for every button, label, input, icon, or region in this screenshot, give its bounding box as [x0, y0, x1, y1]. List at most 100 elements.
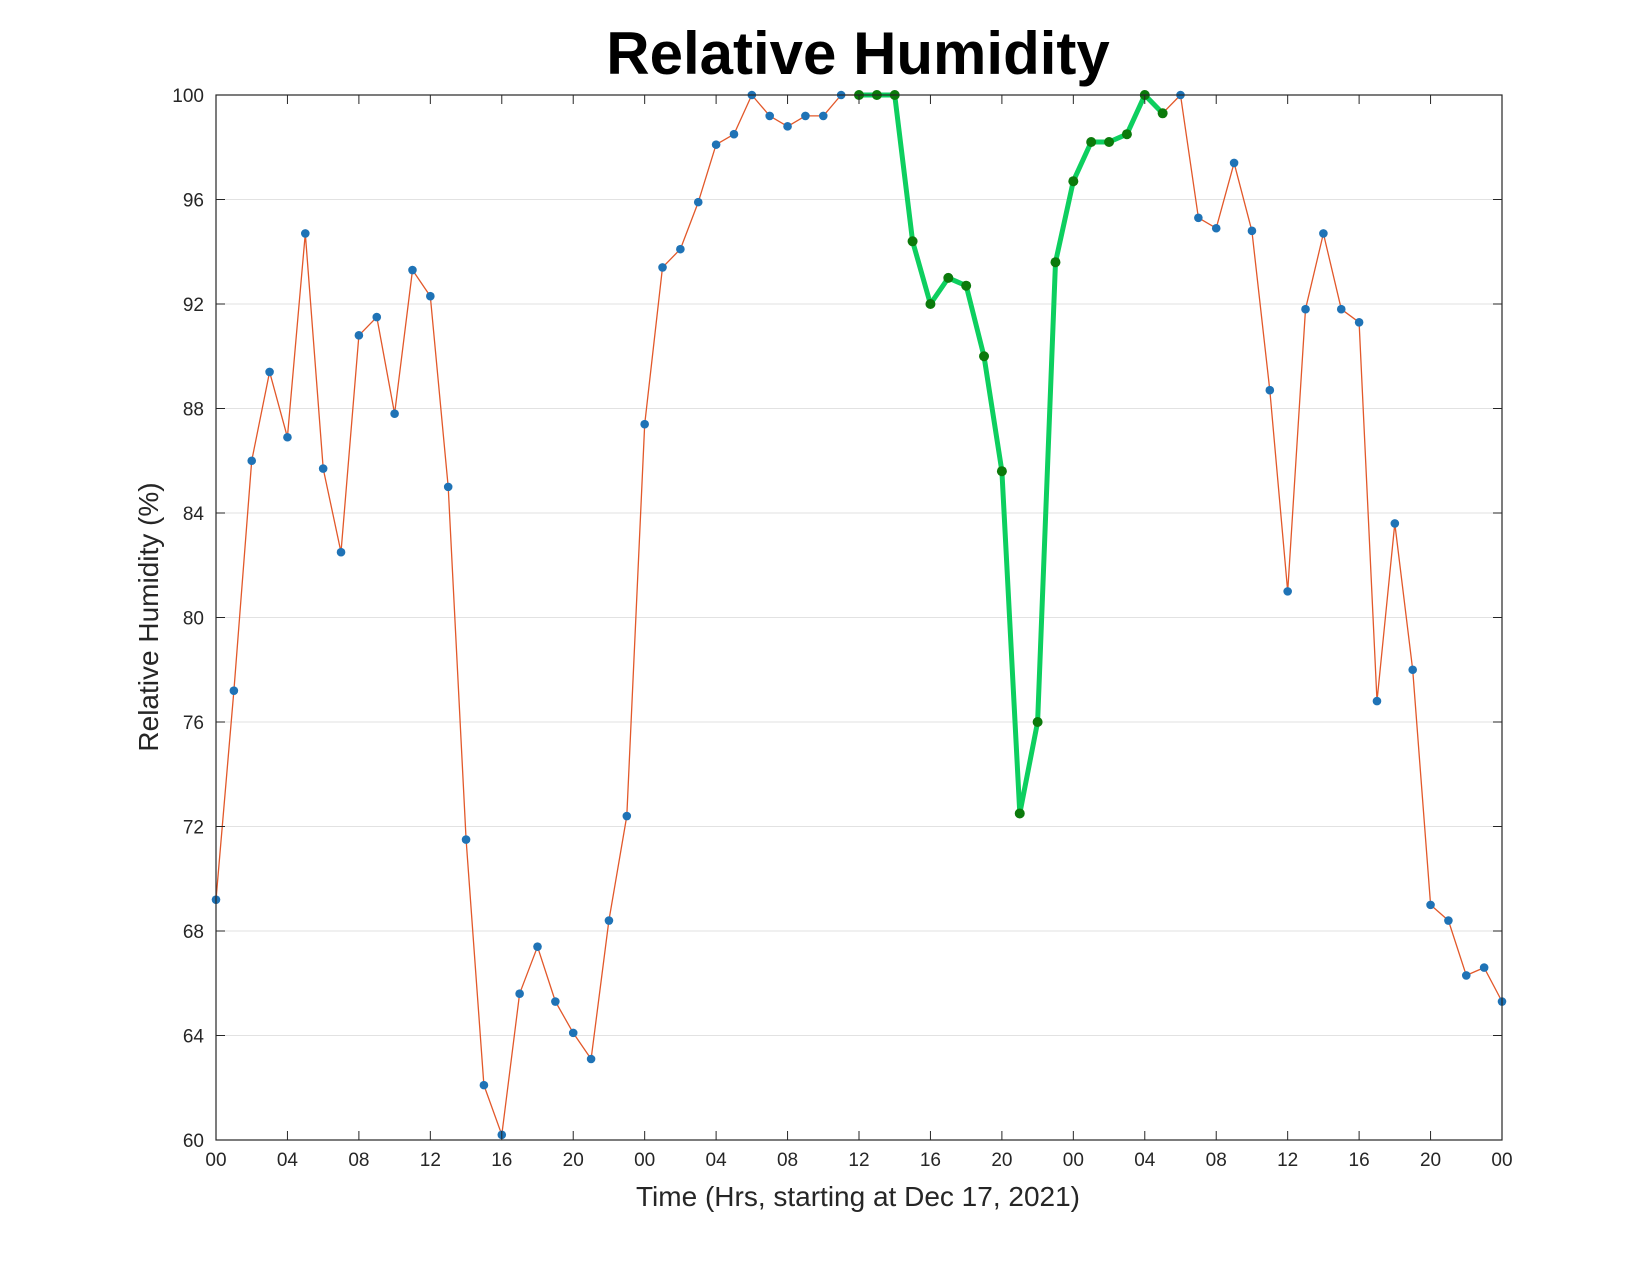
highlight-data-point	[1014, 808, 1025, 819]
data-point	[818, 111, 828, 121]
x-tick-label: 12	[420, 1150, 441, 1171]
data-point	[801, 111, 810, 121]
data-point	[229, 686, 239, 695]
highlight-data-point	[1104, 137, 1115, 148]
data-point	[390, 409, 399, 419]
plot-series	[211, 90, 1507, 1140]
data-point	[1372, 696, 1382, 706]
x-tick-label: 00	[634, 1150, 655, 1171]
data-point	[711, 140, 721, 149]
data-point	[318, 464, 328, 473]
highlight-data-point	[1068, 176, 1079, 187]
highlight-data-point	[961, 280, 972, 291]
data-point	[765, 111, 774, 121]
y-tick-label: 80	[183, 609, 204, 630]
data-point	[1426, 900, 1435, 910]
data-point	[283, 432, 292, 442]
data-point	[551, 997, 560, 1006]
highlight-data-point	[907, 236, 918, 247]
x-tick-label: 04	[277, 1150, 299, 1171]
highlight-data-point	[943, 272, 954, 283]
highlight-data-point	[925, 299, 936, 309]
x-tick-label: 08	[1206, 1150, 1227, 1171]
data-point	[1265, 385, 1275, 395]
grid-lines	[216, 94, 1502, 1141]
highlight-data-point	[1121, 129, 1132, 140]
data-point	[515, 989, 524, 998]
data-point	[265, 367, 274, 377]
data-point	[676, 244, 685, 254]
data-point	[1229, 158, 1239, 168]
data-point	[693, 197, 703, 207]
x-tick-label: 12	[1277, 1150, 1298, 1171]
y-tick-label: 76	[183, 713, 204, 734]
x-tick-label: 00	[205, 1150, 226, 1171]
y-tick-label: 92	[183, 295, 204, 316]
data-point	[1479, 963, 1489, 972]
y-tick-label: 96	[183, 191, 204, 212]
highlight-data-point	[1157, 108, 1168, 119]
data-point	[1247, 226, 1257, 236]
highlight-data-point	[996, 466, 1007, 477]
data-point	[301, 229, 310, 238]
data-point	[1194, 213, 1203, 223]
data-point	[586, 1054, 596, 1064]
data-point	[1211, 223, 1221, 233]
data-point	[408, 265, 417, 275]
x-axis-label: Time (Hrs, starting at Dec 17, 2021)	[636, 1181, 1080, 1212]
data-point	[1461, 971, 1471, 980]
data-point	[622, 811, 632, 821]
data-point	[1354, 317, 1364, 327]
data-point	[1319, 229, 1328, 238]
y-tick-label: 68	[183, 922, 204, 943]
x-tick-label: 16	[1349, 1150, 1370, 1171]
x-tick-label: 08	[777, 1150, 798, 1171]
x-tick-label: 16	[920, 1150, 941, 1171]
data-point	[1301, 304, 1310, 314]
series-line	[215, 94, 1503, 1136]
data-point	[372, 312, 382, 322]
x-tick-label: 00	[1063, 1150, 1084, 1171]
x-tick-label: 04	[706, 1150, 728, 1171]
x-tick-label: 20	[991, 1150, 1012, 1171]
highlight-data-point	[1032, 717, 1043, 727]
x-tick-label: 08	[348, 1150, 369, 1171]
data-point	[1283, 587, 1292, 596]
x-tick-label: 16	[491, 1150, 512, 1171]
axis-ticks: 60 64 68 72 76 80 84 88 92 96 100 00 04 08 12 16 20 00 04 0…	[172, 86, 1512, 1171]
data-point	[461, 835, 471, 844]
highlight-series-line	[859, 92, 1165, 816]
data-point	[247, 456, 257, 466]
data-point	[729, 129, 739, 139]
highlight-data-point	[1050, 257, 1061, 268]
data-point	[336, 547, 346, 557]
data-point	[533, 942, 542, 951]
y-tick-label: 60	[183, 1131, 204, 1152]
highlight-data-point	[979, 351, 990, 362]
y-tick-label: 84	[183, 504, 205, 525]
chart-title: Relative Humidity	[606, 20, 1110, 87]
data-point	[1336, 304, 1346, 314]
data-point	[354, 331, 364, 340]
y-tick-label: 64	[183, 1027, 205, 1048]
data-point	[783, 122, 792, 131]
data-point	[1390, 519, 1400, 528]
highlight-data-point	[1086, 137, 1097, 148]
data-point	[1444, 916, 1453, 925]
y-tick-label: 88	[183, 400, 204, 421]
data-point	[479, 1080, 489, 1090]
x-tick-label: 12	[848, 1150, 869, 1171]
data-point	[640, 419, 649, 429]
data-point	[443, 482, 453, 492]
x-tick-label: 20	[1420, 1150, 1441, 1171]
data-point	[604, 916, 614, 925]
x-tick-label: 00	[1491, 1150, 1512, 1171]
data-point	[426, 291, 435, 301]
y-tick-label: 100	[172, 86, 204, 107]
x-tick-label: 04	[1134, 1150, 1156, 1171]
data-point	[1408, 665, 1417, 675]
y-tick-label: 72	[183, 818, 204, 839]
data-point	[658, 263, 667, 272]
y-axis-label: Relative Humidity (%)	[133, 482, 164, 751]
